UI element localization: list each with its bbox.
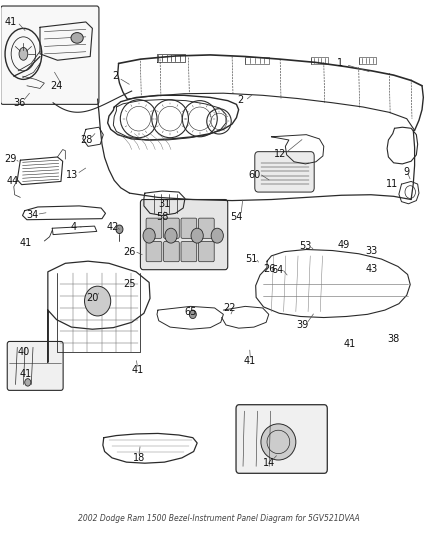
Text: 38: 38 (388, 334, 400, 344)
Ellipse shape (71, 33, 83, 43)
Text: 26: 26 (124, 247, 136, 257)
Ellipse shape (25, 378, 31, 386)
Text: 11: 11 (386, 179, 398, 189)
Text: 22: 22 (223, 303, 236, 313)
Text: 2: 2 (237, 95, 243, 105)
Text: 54: 54 (230, 212, 243, 222)
Text: 41: 41 (4, 17, 16, 27)
Text: 33: 33 (365, 246, 377, 256)
FancyBboxPatch shape (146, 241, 162, 262)
FancyBboxPatch shape (1, 6, 99, 104)
Text: 42: 42 (106, 222, 119, 232)
Text: 31: 31 (158, 199, 170, 209)
Text: 29: 29 (4, 154, 17, 164)
Text: 34: 34 (26, 211, 38, 221)
Text: 40: 40 (17, 346, 29, 357)
Text: 20: 20 (86, 293, 99, 303)
Text: 44: 44 (7, 176, 19, 186)
Text: 36: 36 (14, 98, 26, 108)
Ellipse shape (211, 228, 223, 243)
Text: 41: 41 (344, 338, 356, 349)
FancyBboxPatch shape (7, 342, 63, 390)
Text: 58: 58 (156, 212, 169, 222)
FancyBboxPatch shape (163, 218, 179, 238)
Text: 2002 Dodge Ram 1500 Bezel-Instrument Panel Diagram for 5GV521DVAA: 2002 Dodge Ram 1500 Bezel-Instrument Pan… (78, 514, 360, 523)
Text: 1: 1 (337, 59, 343, 68)
Ellipse shape (189, 310, 196, 319)
FancyBboxPatch shape (181, 218, 197, 238)
FancyBboxPatch shape (255, 152, 314, 192)
Text: 26: 26 (264, 264, 276, 274)
Text: 43: 43 (366, 264, 378, 273)
Text: 28: 28 (80, 135, 92, 145)
Ellipse shape (261, 424, 296, 460)
FancyBboxPatch shape (198, 218, 214, 238)
FancyBboxPatch shape (236, 405, 327, 473)
Ellipse shape (165, 228, 177, 243)
Text: 12: 12 (274, 149, 286, 159)
Ellipse shape (143, 228, 155, 243)
Text: 49: 49 (338, 240, 350, 250)
Text: 14: 14 (263, 458, 275, 468)
Text: 2: 2 (112, 71, 118, 81)
Text: 13: 13 (66, 170, 78, 180)
Text: 65: 65 (184, 306, 196, 317)
FancyBboxPatch shape (141, 199, 228, 270)
Text: 25: 25 (123, 279, 135, 289)
Text: 53: 53 (299, 241, 311, 251)
Text: 41: 41 (20, 238, 32, 247)
Text: 41: 41 (20, 369, 32, 379)
Text: 41: 41 (244, 356, 256, 366)
Text: 39: 39 (297, 320, 309, 330)
Text: 51: 51 (245, 254, 258, 264)
FancyBboxPatch shape (146, 218, 162, 238)
Ellipse shape (19, 47, 28, 60)
FancyBboxPatch shape (198, 241, 214, 262)
Text: 24: 24 (50, 81, 63, 91)
Ellipse shape (191, 228, 203, 243)
Text: 9: 9 (404, 167, 410, 177)
Text: 60: 60 (249, 170, 261, 180)
Text: 4: 4 (70, 222, 76, 232)
FancyBboxPatch shape (163, 241, 179, 262)
Text: 41: 41 (132, 365, 144, 375)
Text: 64: 64 (272, 265, 284, 274)
Ellipse shape (85, 286, 111, 316)
FancyBboxPatch shape (181, 241, 197, 262)
Ellipse shape (116, 225, 123, 233)
Text: 18: 18 (133, 453, 145, 463)
